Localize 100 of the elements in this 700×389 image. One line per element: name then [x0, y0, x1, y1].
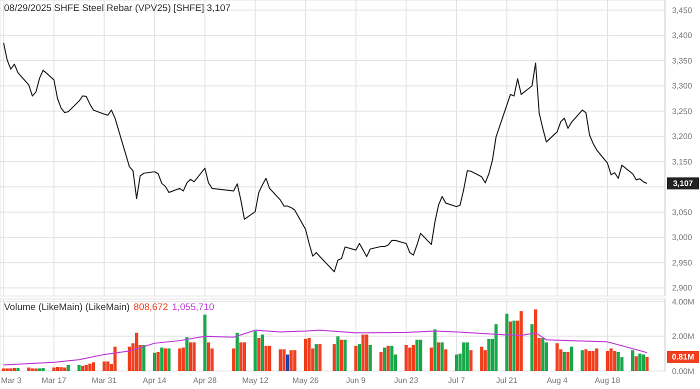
bar — [304, 338, 308, 371]
bar — [340, 340, 344, 371]
bar — [484, 350, 487, 371]
bar — [84, 364, 88, 371]
bar — [2, 368, 6, 371]
bar — [236, 332, 239, 371]
x-tick-label: Apr 28 — [193, 376, 218, 385]
x-tick-label: Mar 17 — [41, 376, 67, 385]
bar — [390, 346, 394, 371]
bar — [42, 368, 45, 371]
bar — [358, 344, 362, 371]
bar — [16, 368, 20, 371]
bar — [383, 348, 386, 371]
chart-title: Volume (LikeMain) (LikeMain) — [4, 302, 130, 313]
bar — [232, 348, 236, 371]
bar — [178, 348, 182, 371]
bar — [260, 334, 264, 371]
bar — [642, 354, 646, 371]
x-tick-label: Aug 4 — [546, 376, 568, 385]
text: 0.81M — [672, 352, 694, 362]
bar — [368, 344, 372, 371]
bar — [160, 348, 164, 371]
bar — [113, 346, 117, 371]
bar — [343, 340, 347, 371]
bar — [386, 346, 390, 371]
bar — [128, 346, 132, 371]
bar — [566, 352, 570, 371]
bar — [412, 344, 415, 371]
bar — [102, 361, 106, 371]
bar — [77, 364, 81, 371]
bar — [592, 351, 595, 371]
bar — [494, 324, 498, 371]
x-tick-label: May 12 — [242, 376, 269, 385]
bar — [631, 350, 634, 371]
bar — [505, 314, 508, 371]
bar — [188, 342, 192, 371]
chart-title: 08/29/2025 SHFE Steel Rebar (VPV25) [SHFE] 3,107 — [4, 3, 231, 14]
bar — [454, 354, 458, 371]
bar — [580, 350, 584, 371]
bar — [164, 348, 167, 371]
bar — [293, 350, 296, 371]
bar — [556, 343, 559, 371]
x-tick-label: Aug 18 — [594, 376, 621, 385]
bar — [63, 368, 66, 371]
bar — [508, 322, 512, 371]
bar — [595, 348, 598, 371]
bar — [634, 356, 638, 371]
bar — [239, 342, 242, 371]
bar — [520, 311, 523, 371]
bar — [530, 324, 534, 371]
bar — [466, 342, 469, 371]
bar — [6, 368, 9, 371]
bar — [462, 342, 466, 371]
bar — [185, 337, 189, 371]
bar — [242, 342, 246, 371]
bar — [254, 331, 257, 371]
bar — [60, 367, 63, 371]
bar — [203, 314, 206, 371]
bar — [487, 338, 490, 371]
bar — [314, 344, 318, 371]
bar — [152, 352, 156, 371]
bar — [81, 366, 84, 371]
bar — [92, 362, 96, 371]
text: 3,107 — [672, 179, 694, 188]
annotation: 1,055,710 — [172, 302, 214, 313]
x-tick-label: May 26 — [292, 376, 320, 385]
bar — [562, 352, 566, 371]
bar — [38, 368, 42, 371]
bar — [12, 368, 16, 371]
bar — [361, 334, 365, 371]
x-tick-label: Mar 31 — [92, 376, 118, 385]
y-tick-label: 0.00M — [672, 366, 695, 376]
bar — [332, 344, 336, 371]
bar — [613, 351, 616, 371]
y-tick-label: 3,200 — [672, 132, 693, 142]
bar — [106, 361, 110, 371]
bar — [480, 346, 484, 371]
bar — [34, 368, 38, 371]
bar — [588, 351, 592, 371]
bar — [282, 349, 286, 371]
bar — [52, 368, 56, 371]
bar — [616, 352, 620, 371]
bar — [336, 336, 340, 371]
bar — [570, 346, 574, 371]
bar — [365, 334, 368, 371]
bar — [308, 338, 311, 371]
x-tick-label: Jul 21 — [496, 376, 518, 385]
bar — [436, 342, 440, 371]
x-tick-label: Jul 7 — [448, 376, 466, 385]
bar — [318, 344, 322, 371]
bar — [541, 338, 544, 371]
bar — [182, 348, 185, 371]
bar — [512, 320, 516, 371]
bar — [264, 346, 268, 371]
bar — [192, 342, 196, 371]
line-series — [3, 330, 648, 366]
bar — [606, 351, 610, 371]
x-tick-label: Jun 23 — [394, 376, 419, 385]
bar — [544, 342, 548, 371]
bar — [142, 344, 146, 371]
